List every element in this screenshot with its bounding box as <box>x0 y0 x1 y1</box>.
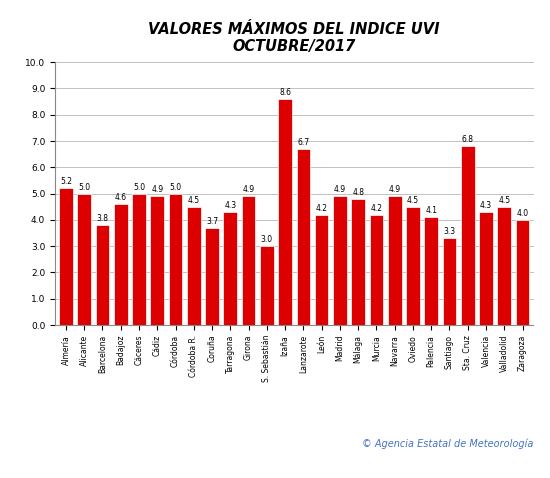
Bar <box>497 207 511 325</box>
Bar <box>461 146 475 325</box>
Text: 4.2: 4.2 <box>371 204 382 213</box>
Bar <box>406 207 420 325</box>
Text: 4.2: 4.2 <box>316 204 328 213</box>
Bar <box>78 194 91 325</box>
Bar <box>169 194 183 325</box>
Bar <box>223 212 237 325</box>
Bar <box>315 215 328 325</box>
Text: 4.9: 4.9 <box>334 185 346 195</box>
Bar <box>205 228 219 325</box>
Text: 5.0: 5.0 <box>169 183 182 192</box>
Bar <box>114 204 128 325</box>
Text: 4.0: 4.0 <box>516 209 529 218</box>
Bar <box>351 199 365 325</box>
Text: 8.6: 8.6 <box>279 88 291 97</box>
Text: 5.0: 5.0 <box>78 183 90 192</box>
Text: 6.8: 6.8 <box>462 135 474 144</box>
Bar <box>425 217 438 325</box>
Text: 4.5: 4.5 <box>498 196 510 205</box>
Text: 4.1: 4.1 <box>425 206 437 216</box>
Bar <box>132 194 146 325</box>
Bar <box>242 196 255 325</box>
Bar <box>479 212 493 325</box>
Text: 4.5: 4.5 <box>407 196 419 205</box>
Text: © Agencia Estatal de Meteorología: © Agencia Estatal de Meteorología <box>362 439 534 449</box>
Bar <box>388 196 402 325</box>
Text: 4.3: 4.3 <box>224 201 236 210</box>
Text: 4.9: 4.9 <box>389 185 401 195</box>
Text: 5.2: 5.2 <box>60 177 72 186</box>
Bar <box>59 188 73 325</box>
Bar <box>370 215 383 325</box>
Bar <box>278 99 292 325</box>
Text: 4.6: 4.6 <box>115 193 127 202</box>
Bar <box>151 196 164 325</box>
Text: 4.9: 4.9 <box>243 185 255 195</box>
Bar <box>96 225 109 325</box>
Text: 4.8: 4.8 <box>352 188 364 197</box>
Bar <box>516 220 530 325</box>
Text: 3.8: 3.8 <box>96 214 108 223</box>
Bar <box>296 149 310 325</box>
Text: 3.0: 3.0 <box>261 235 273 244</box>
Title: VALORES MÁXIMOS DEL INDICE UVI
OCTUBRE/2017: VALORES MÁXIMOS DEL INDICE UVI OCTUBRE/2… <box>148 22 440 54</box>
Text: 4.9: 4.9 <box>151 185 163 195</box>
Text: 3.3: 3.3 <box>443 228 455 237</box>
Bar <box>443 239 456 325</box>
Text: 4.3: 4.3 <box>480 201 492 210</box>
Bar <box>260 246 274 325</box>
Text: 5.0: 5.0 <box>133 183 145 192</box>
Text: 4.5: 4.5 <box>188 196 200 205</box>
Bar <box>333 196 346 325</box>
Text: 3.7: 3.7 <box>206 217 218 226</box>
Bar <box>187 207 201 325</box>
Text: 6.7: 6.7 <box>298 138 310 147</box>
